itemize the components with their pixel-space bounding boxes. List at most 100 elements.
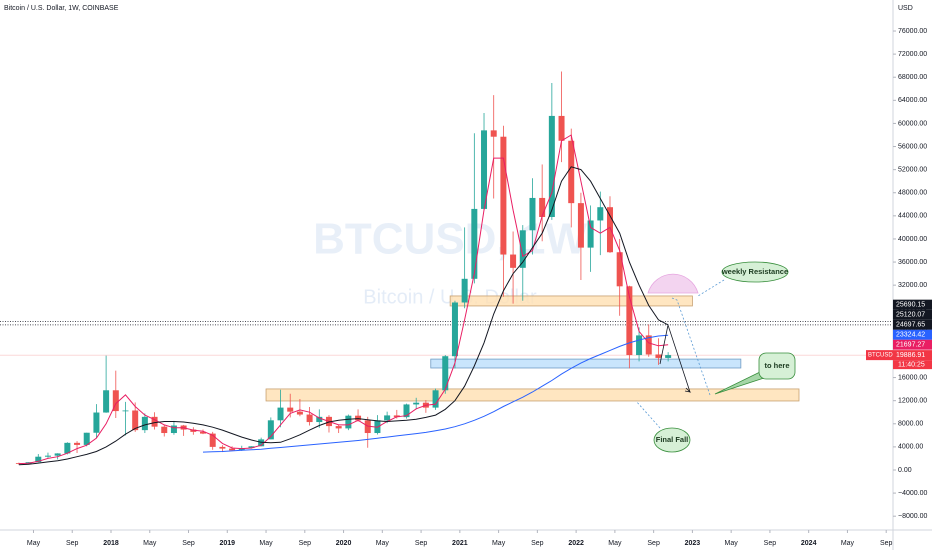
candle-body [151,416,158,427]
candle-body [403,404,410,418]
candle-body [451,302,458,357]
y-tick-label: 0.00 [898,467,912,474]
candle-body [93,412,100,433]
candle-body [248,446,255,449]
y-tick-label: 64000.00 [898,97,927,104]
candle-body [83,432,90,445]
candle-body [267,420,274,440]
candle-body [296,411,303,415]
x-tick-label: Sep [531,540,544,547]
price-label-box [893,299,932,310]
price-label: 24697.65 [896,322,925,329]
candle-body [200,431,207,434]
annotation: Final Fall [656,435,689,444]
candle-body [355,415,362,421]
plot-layer [0,71,893,466]
candle-body [122,410,129,412]
candle-body [258,439,265,447]
price-label-box [893,329,932,340]
candle-body [103,390,110,413]
y-tick-label: −4000.00 [898,490,927,497]
moving-average [18,166,669,466]
candle-body [170,425,177,434]
x-tick-label: May [27,540,41,547]
price-zone [449,295,693,307]
price-zone [265,388,800,402]
x-tick-label: Sep [66,540,79,547]
symbol-tag-box [866,350,893,361]
candle-body [132,410,139,431]
watermark: BTCUSD, 1W [313,215,587,264]
y-tick-label: 44000.00 [898,213,927,220]
x-tick-label: Sep [764,540,777,547]
callout-bubble [721,261,789,283]
candle-body [655,354,662,358]
candle-body [335,426,342,429]
candle-body [287,407,294,412]
x-tick-label: May [608,540,622,547]
candle-body [112,390,119,412]
x-tick-label: Sep [299,540,312,547]
candle-body [481,130,488,209]
y-tick-label: −8000.00 [898,513,927,520]
dashed-projection [671,297,711,396]
candle-body [161,426,168,434]
moving-average [18,134,669,465]
price-label-box [893,319,932,330]
x-tick-label: 2022 [568,540,584,547]
candle-body [568,140,575,204]
price-label-box [893,350,932,361]
candle-body [548,115,555,218]
candle-body [442,356,449,391]
price-label: 23324.42 [896,332,925,339]
countdown-box [893,360,932,370]
candle-body [461,278,468,303]
y-tick-label: 48000.00 [898,190,927,197]
x-tick-label: 2020 [336,540,352,547]
path-arrow [659,323,691,393]
candle-body [616,252,623,287]
candle-body [141,416,148,431]
annotation: to here [764,361,789,370]
x-tick-label: May [143,540,157,547]
candle-body [345,415,352,429]
x-tick-label: May [376,540,390,547]
y-tick-label: 72000.00 [898,51,927,58]
x-tick-label: 2019 [219,540,235,547]
annotation: weekly Resistance [721,267,788,276]
x-tick-label: Sep [647,540,660,547]
candle-body [54,453,61,456]
chart-title: Bitcoin / U.S. Dollar, 1W, COINBASE [4,5,119,12]
y-tick-label: 16000.00 [898,374,927,381]
candle-body [413,402,420,405]
x-tick-label: 2024 [801,540,817,547]
x-tick-label: May [492,540,506,547]
candle-body [44,455,51,457]
candle-body [238,448,245,451]
y-tick-label: 76000.00 [898,28,927,35]
candle-body [432,390,439,408]
candle-body [500,136,507,255]
price-label: 25690.15 [896,302,925,309]
price-label-box [893,309,932,320]
countdown: 11:40:25 [898,361,925,368]
y-tick-label: 60000.00 [898,120,927,127]
candle-body [558,115,565,141]
y-tick-label: 40000.00 [898,236,927,243]
y-tick-label: 56000.00 [898,143,927,150]
candle-body [539,197,546,218]
callout-box [758,352,796,380]
candle-body [209,433,216,447]
candle-body [471,208,478,279]
symbol-tag: BTCUSD [868,353,893,359]
price-zone [430,358,742,369]
x-tick-label: 2023 [685,540,701,547]
candle-body [74,442,81,445]
candle-body [277,407,284,421]
candle-body [316,416,323,423]
x-tick-label: May [725,540,739,547]
candle-body [384,415,391,421]
